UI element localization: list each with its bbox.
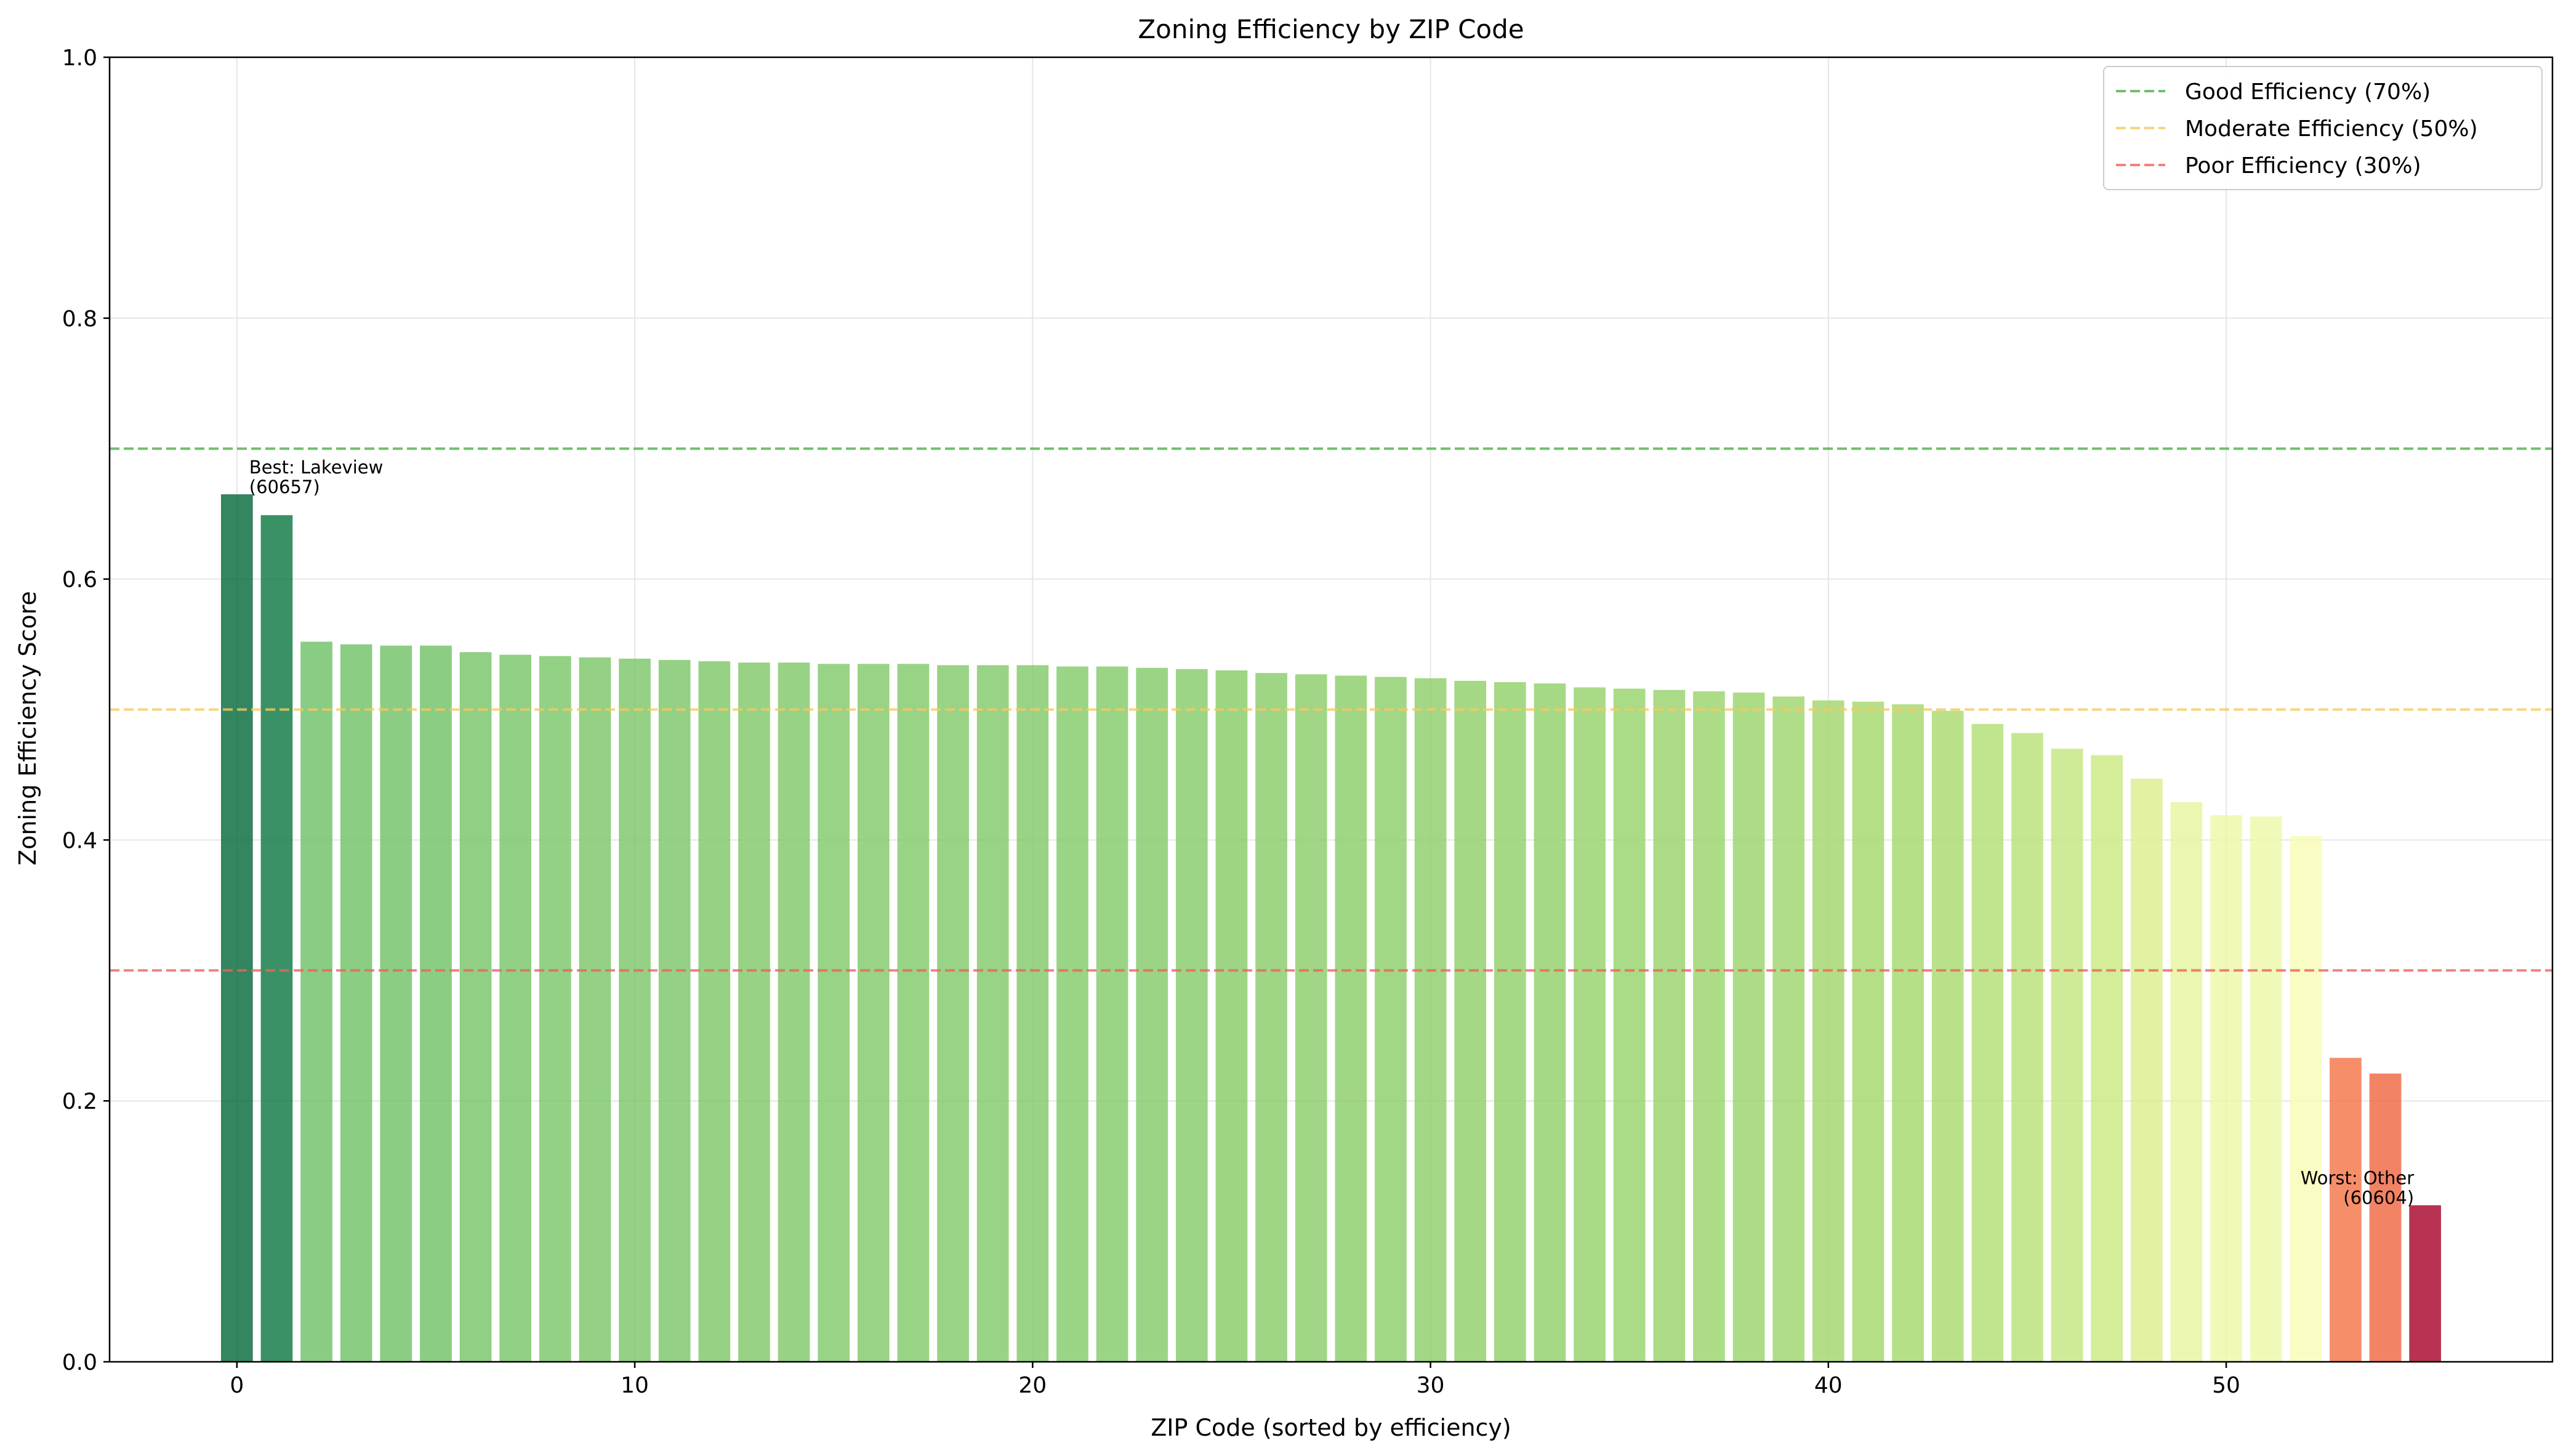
- bar: [1016, 665, 1049, 1362]
- y-tick-label: 0.6: [62, 568, 97, 593]
- bar: [2330, 1058, 2362, 1362]
- x-tick-label: 0: [230, 1373, 244, 1398]
- bar: [300, 642, 332, 1362]
- y-tick-label: 0.0: [62, 1350, 97, 1375]
- axis-ticks: 0 10 20 30 40 50 0.0 0.2 0.4 0.6 0.8 1.0: [62, 46, 2240, 1398]
- bar: [698, 661, 731, 1362]
- bar: [1136, 667, 1168, 1362]
- x-tick-label: 10: [621, 1373, 649, 1398]
- bar: [658, 659, 691, 1362]
- bar: [1335, 675, 1367, 1362]
- bar: [897, 664, 930, 1362]
- bar: [2369, 1073, 2402, 1362]
- y-tick-label: 0.8: [62, 307, 97, 332]
- bar: [2011, 733, 2043, 1362]
- bar: [1693, 691, 1725, 1362]
- bar: [1892, 704, 1924, 1362]
- bar: [2170, 802, 2203, 1362]
- bar: [1056, 666, 1088, 1362]
- bar: [2210, 815, 2242, 1362]
- bar: [976, 665, 1009, 1362]
- bar: [1971, 723, 2004, 1362]
- bar: [499, 654, 532, 1362]
- annotation-text: (60604): [2343, 1188, 2414, 1209]
- bar: [1613, 688, 1646, 1362]
- bar: [579, 657, 611, 1362]
- annotations: Best: Lakeview(60657) Worst: Other(60604): [249, 457, 2414, 1209]
- bar: [1931, 710, 1964, 1362]
- bar: [2130, 778, 2163, 1362]
- bar: [778, 662, 810, 1362]
- bar: [1653, 690, 1686, 1362]
- chart-title: Zoning Efficiency by ZIP Code: [1138, 14, 1524, 44]
- bar: [459, 652, 492, 1362]
- bar: [2051, 749, 2083, 1362]
- bar: [2091, 755, 2123, 1362]
- bar: [1255, 673, 1287, 1362]
- bar: [1812, 700, 1844, 1362]
- bar: [1375, 677, 1407, 1362]
- y-tick-label: 1.0: [62, 46, 97, 71]
- bar: [1732, 692, 1765, 1362]
- bar: [380, 645, 412, 1362]
- x-tick-label: 50: [2212, 1373, 2240, 1398]
- reference-lines: [110, 447, 2552, 972]
- x-tick-label: 30: [1417, 1373, 1445, 1398]
- y-tick-label: 0.4: [62, 828, 97, 853]
- bar: [1096, 666, 1128, 1362]
- bar: [1215, 670, 1248, 1362]
- bar: [2409, 1205, 2442, 1362]
- legend-label: Good Efficiency (70%): [2185, 79, 2431, 105]
- bar: [2250, 816, 2282, 1362]
- bar: [857, 664, 890, 1362]
- bar: [1852, 701, 1884, 1362]
- bar: [340, 644, 372, 1362]
- bar: [1295, 674, 1327, 1362]
- legend: Good Efficiency (70%) Moderate Efficiency…: [2103, 66, 2543, 190]
- bar: [1534, 683, 1566, 1362]
- bar: [937, 665, 969, 1362]
- bar: [738, 662, 770, 1362]
- y-tick-label: 0.2: [62, 1089, 97, 1114]
- bar: [260, 515, 293, 1362]
- annotation-text: Worst: Other: [2301, 1168, 2415, 1189]
- bars: [220, 494, 2442, 1362]
- bar: [220, 494, 253, 1362]
- bar: [1494, 682, 1526, 1362]
- annotation-text: (60657): [249, 477, 320, 497]
- x-tick-label: 20: [1018, 1373, 1047, 1398]
- x-axis-label: ZIP Code (sorted by efficiency): [1151, 1414, 1511, 1441]
- bar: [2290, 836, 2322, 1362]
- bar: [1175, 669, 1208, 1362]
- y-axis-label: Zoning Efficiency Score: [14, 591, 41, 866]
- legend-label: Poor Efficiency (30%): [2185, 153, 2421, 179]
- legend-label: Moderate Efficiency (50%): [2185, 116, 2478, 142]
- bar: [1574, 687, 1606, 1362]
- bar: [420, 645, 452, 1362]
- legend-box: [2103, 66, 2543, 190]
- bar: [1772, 696, 1805, 1362]
- bar: [818, 664, 850, 1362]
- bar: [1454, 680, 1487, 1362]
- plot-frame: [108, 56, 2554, 1363]
- x-tick-label: 40: [1814, 1373, 1843, 1398]
- bar: [619, 658, 651, 1362]
- annotation-text: Best: Lakeview: [249, 457, 384, 478]
- bar: [539, 656, 571, 1362]
- bar: [1414, 678, 1447, 1362]
